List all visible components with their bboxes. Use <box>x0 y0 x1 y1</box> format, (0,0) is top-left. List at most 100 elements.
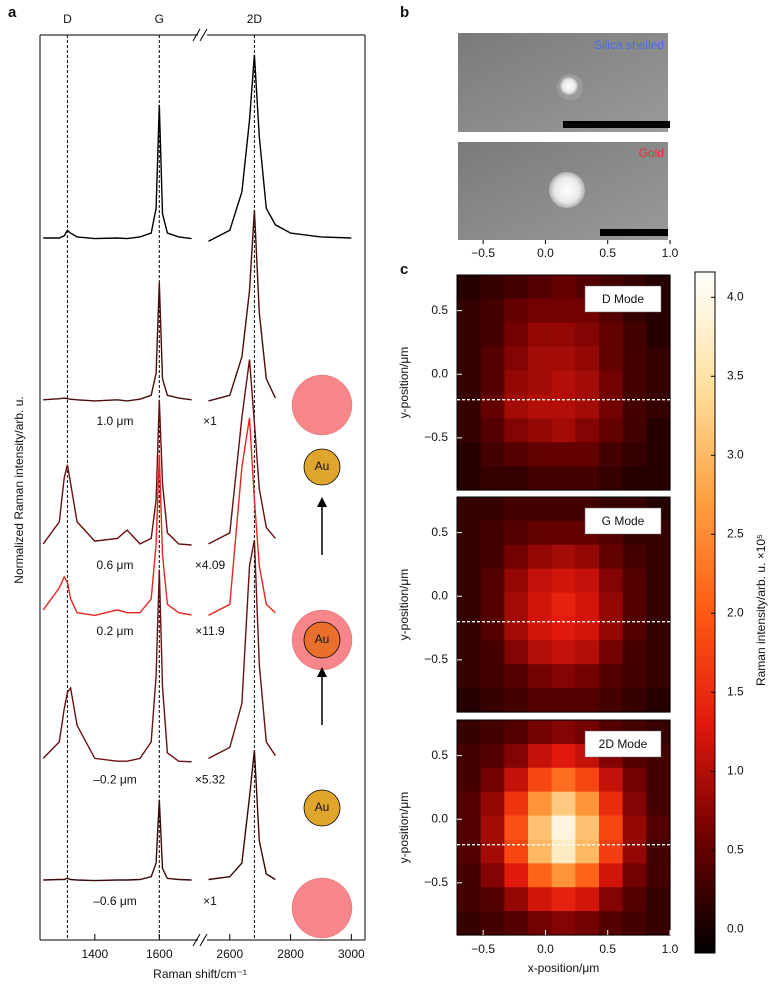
heatmap-cell <box>551 688 576 713</box>
schematic: Au Au Au <box>291 374 353 939</box>
x-tick-label: 2600 <box>216 947 243 961</box>
heatmap-cell <box>528 616 553 641</box>
x-tick-label: 0.5 <box>599 942 616 956</box>
heatmap-cell <box>457 664 482 689</box>
heatmap-cell <box>457 743 482 769</box>
heatmap-cell <box>551 394 576 419</box>
heatmap-cell <box>504 275 529 300</box>
y-tick-label: 0.0 <box>431 811 448 825</box>
heatmap-cell <box>457 418 482 443</box>
heatmap-cell <box>599 767 624 793</box>
heatmap-cell <box>622 418 647 443</box>
heatmap-cell <box>646 418 671 443</box>
heatmap-cell <box>457 544 482 570</box>
heatmap-cell <box>575 640 600 665</box>
heatmap-cell <box>551 322 576 348</box>
heatmap-cell <box>575 346 600 372</box>
colorbar-tick-label: 3.0 <box>727 447 744 461</box>
heatmap-cell <box>575 863 600 888</box>
heatmap-cell <box>622 664 647 689</box>
heatmap-cell <box>528 767 553 793</box>
y-tick-label: 0.0 <box>431 588 448 602</box>
heatmap-cell <box>480 322 505 348</box>
mode-label: 2D Mode <box>599 737 648 751</box>
heatmap-cell <box>504 520 529 546</box>
heatmap-cell <box>457 497 482 522</box>
heatmap-cell <box>551 418 576 443</box>
panel-label: b <box>400 4 409 21</box>
heatmap-cell <box>575 616 600 641</box>
scale-factor: ×5.32 <box>195 773 226 787</box>
colorbar-tick-label: 4.0 <box>727 289 744 303</box>
colorbar-tick-label: 0.5 <box>727 842 744 856</box>
heatmap-cell <box>457 911 482 936</box>
y-axis-label: y-position/μm <box>397 347 411 419</box>
heatmap-cell <box>457 767 482 793</box>
sem-images: Silica shelled Gold <box>458 33 670 240</box>
heatmap-cell <box>575 839 600 864</box>
heatmap-cell <box>551 640 576 665</box>
heatmap-cell <box>575 394 600 419</box>
heatmap-cell <box>504 743 529 769</box>
y-tick-label: −0.5 <box>424 652 448 666</box>
heatmap-cell <box>551 664 576 689</box>
heatmap-cell <box>504 791 529 817</box>
heatmap-cell <box>528 418 553 443</box>
series-label: –0.6 μm <box>93 894 137 908</box>
x-tick-label: 0.5 <box>599 246 616 260</box>
spectrum-line <box>208 54 352 242</box>
heatmap-cell <box>528 839 553 864</box>
heatmap-cell <box>457 640 482 665</box>
heatmap-cell <box>646 592 671 618</box>
heatmap-cell <box>528 911 553 936</box>
heatmap-cell <box>646 863 671 888</box>
heatmap-cell <box>480 839 505 864</box>
heatmap-cell <box>504 839 529 864</box>
heatmap-cell <box>528 791 553 817</box>
heatmap-cell <box>575 887 600 912</box>
heatmap-cell <box>599 592 624 618</box>
y-tick-label: −0.5 <box>424 430 448 444</box>
colorbar-tick-label: 2.5 <box>727 526 744 540</box>
heatmap-cell <box>599 863 624 888</box>
heatmap-cell <box>457 466 482 491</box>
heatmap-cell <box>599 568 624 594</box>
heatmap-cell <box>528 544 553 570</box>
scale-factor: ×1 <box>203 414 217 428</box>
heatmap-cell <box>528 520 553 546</box>
series-label: –0.2 μm <box>93 773 137 787</box>
heatmap-cell <box>480 592 505 618</box>
x-tick-label: 0.0 <box>537 942 554 956</box>
heatmap-cell <box>575 791 600 817</box>
heatmap-cell <box>599 466 624 491</box>
heatmap-cell <box>599 418 624 443</box>
heatmap-cell <box>457 442 482 467</box>
heatmap-cell <box>480 275 505 300</box>
heatmap-cell <box>599 688 624 713</box>
heatmap-cell <box>457 275 482 300</box>
scale-factor: ×1 <box>203 894 217 908</box>
heatmap-cell <box>622 640 647 665</box>
y-tick-label: 0.0 <box>431 366 448 380</box>
heatmap-cell <box>528 466 553 491</box>
heatmap-cell <box>480 767 505 793</box>
heatmap-cell <box>504 497 529 522</box>
heatmap-cell <box>480 466 505 491</box>
heatmap-cell <box>622 616 647 641</box>
heatmap-cell <box>599 887 624 912</box>
heatmap-cell <box>504 688 529 713</box>
heatmap-cell <box>599 664 624 689</box>
heatmap-cell <box>528 394 553 419</box>
mode-label-box <box>584 730 662 758</box>
heatmap-cell <box>599 815 624 841</box>
reference-label: 2D <box>247 12 263 26</box>
heatmap-cell <box>599 616 624 641</box>
heatmap-frame <box>456 274 671 491</box>
scale-factor: ×4.09 <box>195 558 226 572</box>
x-tick-label: 1400 <box>81 947 108 961</box>
heatmap-cell <box>551 743 576 769</box>
heatmap-cell <box>528 497 553 522</box>
heatmap-cell <box>646 346 671 372</box>
mode-label-box <box>584 507 662 535</box>
heatmap-cell <box>622 911 647 936</box>
